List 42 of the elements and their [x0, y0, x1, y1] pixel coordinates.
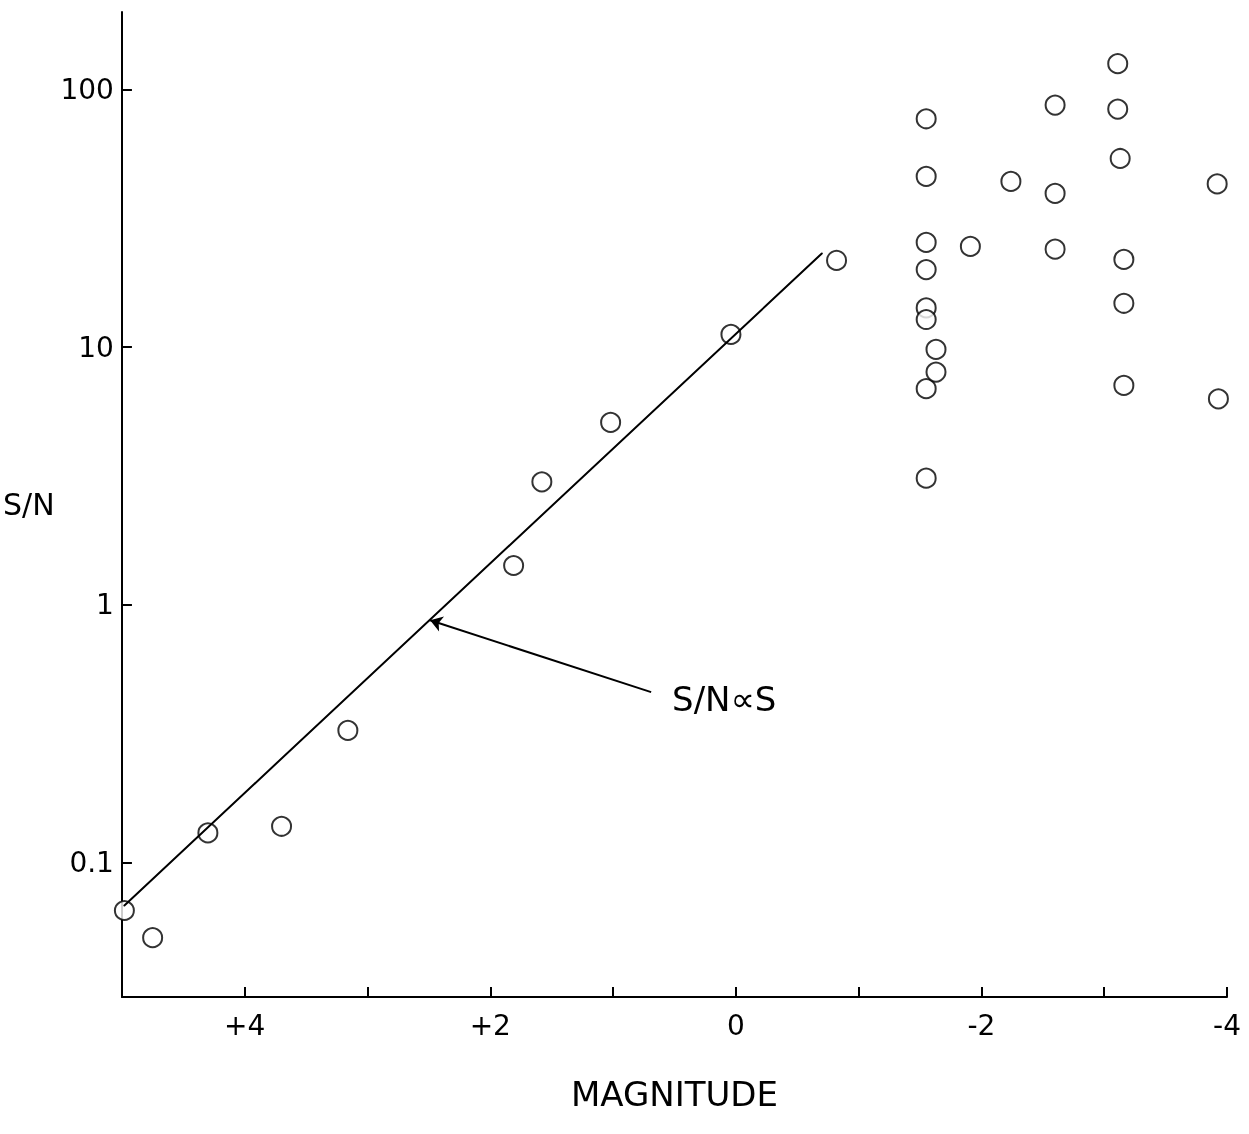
y-tick-label: 10 [78, 330, 114, 364]
point [142, 927, 164, 949]
point [337, 719, 359, 741]
annotation: S/N∝S [672, 678, 777, 719]
point [915, 309, 937, 331]
point [925, 338, 947, 360]
y-tick-label: 1 [96, 588, 114, 622]
point [915, 231, 937, 253]
y-tick-label: 100 [60, 73, 114, 107]
y-axis-title: S/N [3, 487, 55, 522]
point [915, 108, 937, 130]
point [113, 900, 135, 921]
point [826, 249, 848, 271]
point [1107, 98, 1129, 120]
point [531, 471, 553, 493]
point [915, 378, 937, 400]
point [271, 815, 293, 837]
point [915, 165, 937, 187]
point [600, 411, 622, 433]
x-tick-label: -4 [1213, 1008, 1241, 1042]
point [1207, 388, 1229, 410]
x-tick-label: -2 [967, 1008, 996, 1042]
point [1113, 374, 1135, 396]
point [1044, 94, 1066, 116]
point [1044, 238, 1066, 260]
point [1044, 182, 1066, 204]
point [915, 467, 937, 489]
x-tick-label: +2 [469, 1008, 511, 1042]
point [925, 361, 947, 383]
point [503, 555, 525, 576]
point [1206, 173, 1228, 195]
point [1109, 147, 1131, 169]
point [915, 259, 937, 281]
point [1113, 292, 1135, 314]
point [959, 235, 981, 257]
point [1107, 53, 1129, 75]
x-axis-title: MAGNITUDE [570, 1074, 779, 1114]
point [1000, 170, 1022, 192]
x-tick-label: 0 [726, 1008, 745, 1042]
x-tick-label: +4 [224, 1008, 266, 1042]
y-tick-label: 0.1 [69, 845, 114, 879]
point [1113, 248, 1135, 270]
